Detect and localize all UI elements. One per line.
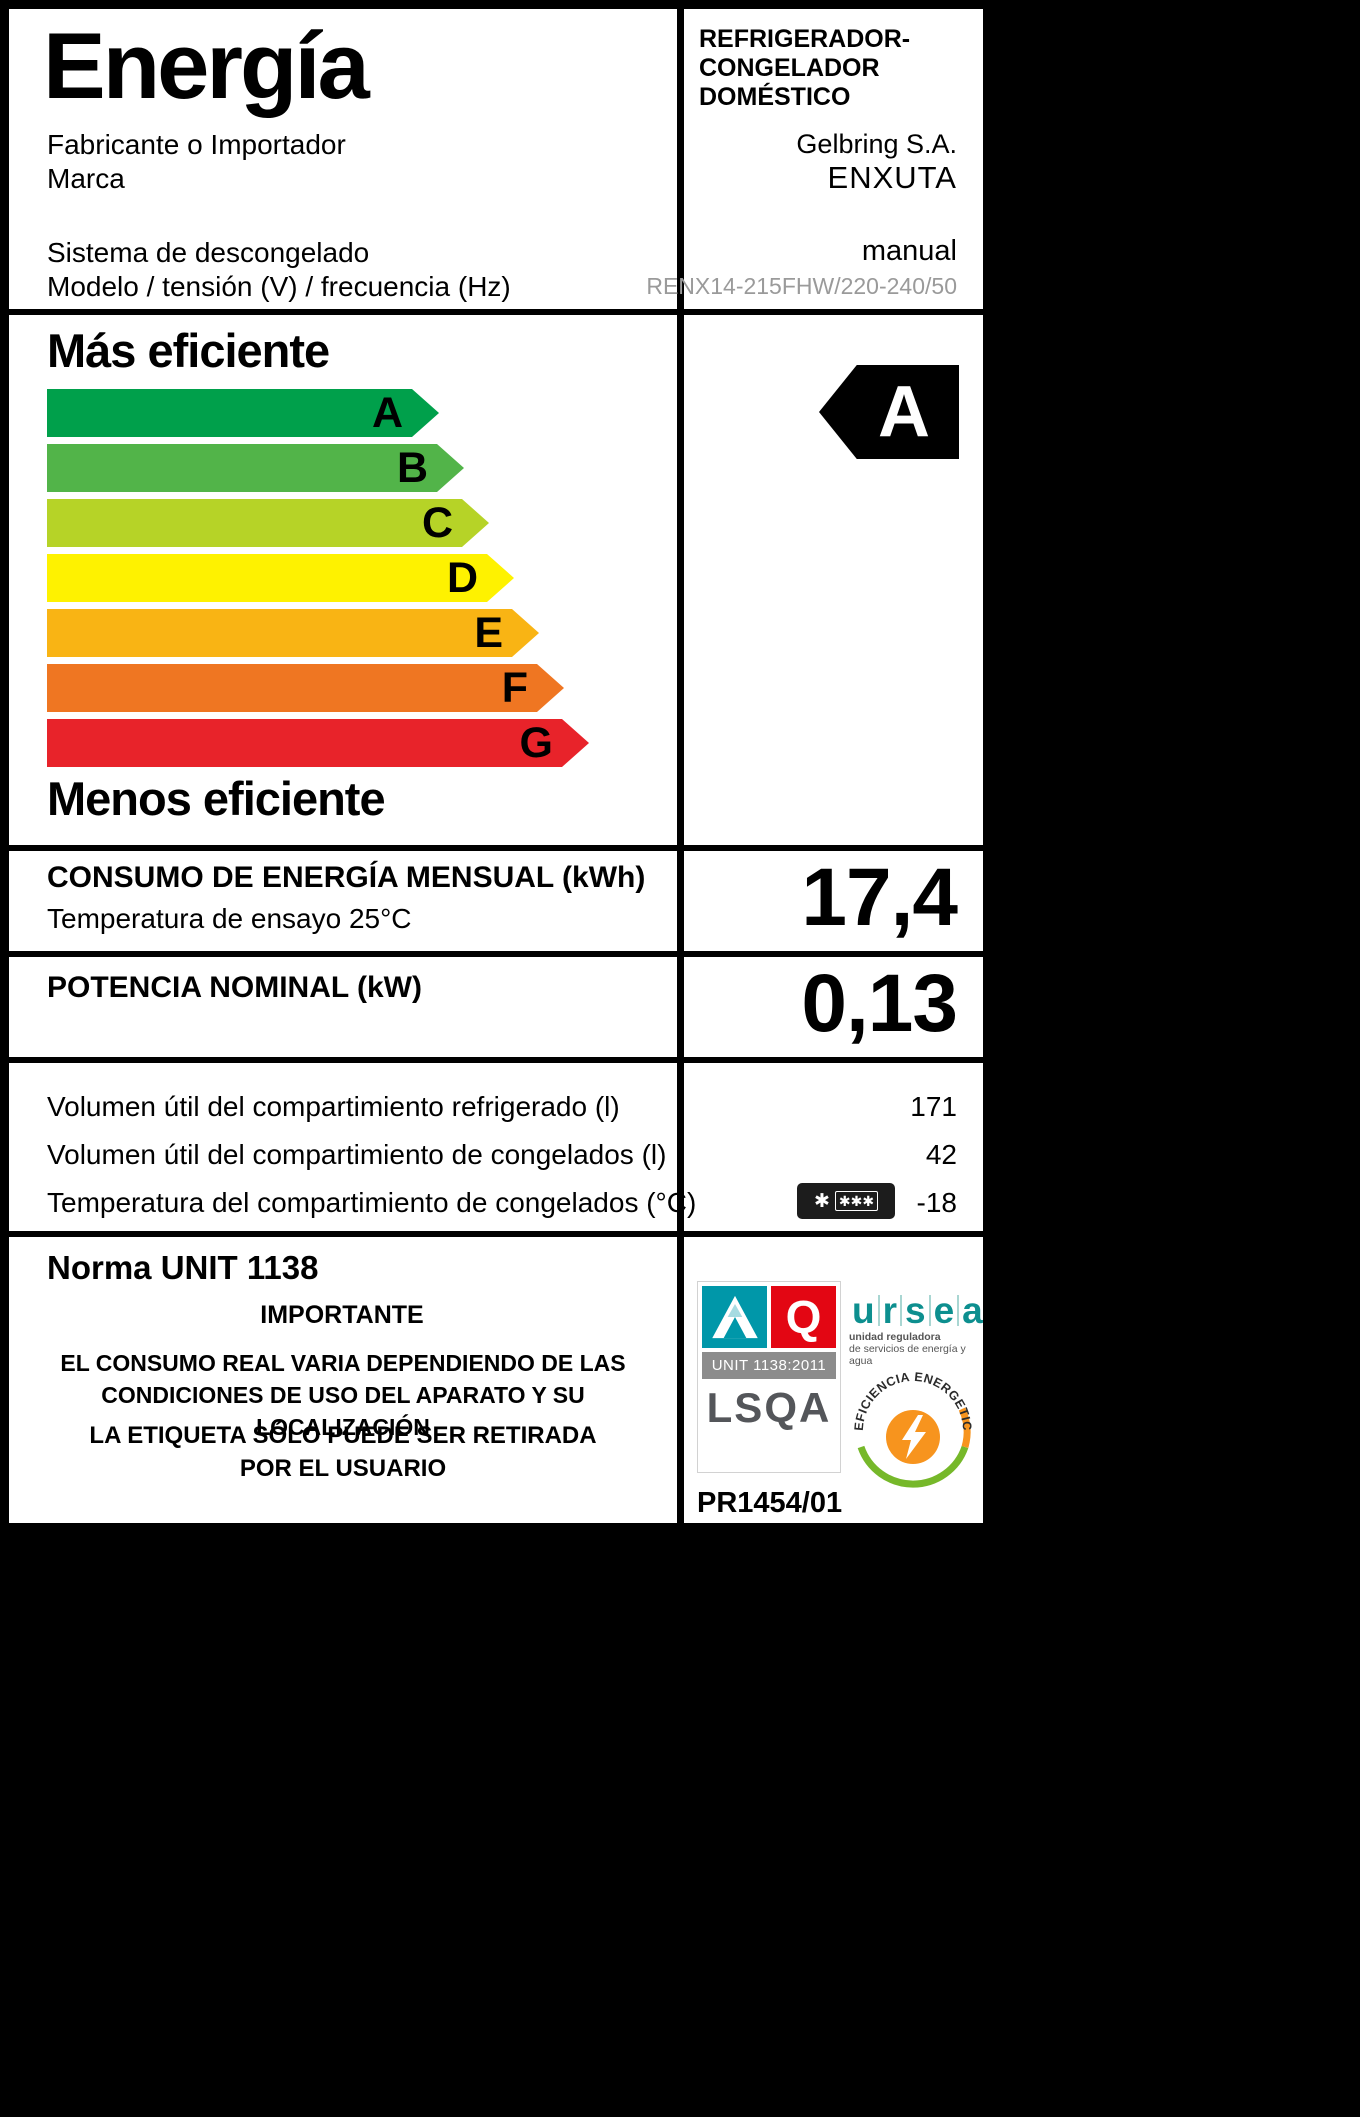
manufacturer-value: Gelbring S.A. [796,129,957,159]
rule-header [9,309,983,315]
grade-letter-B: B [396,443,428,492]
star-icon: ✱ [813,1190,830,1212]
label-removal-text: LA ETIQUETA SÓLO PUEDE SER RETIRADA POR … [17,1419,669,1485]
importante-title: IMPORTANTE [260,1301,424,1329]
rating-letter: A [878,372,930,452]
grade-letter-F: F [501,663,528,712]
product-type-line3: DOMÉSTICO [699,83,851,111]
lsqa-certification-logo: Q UNIT 1138:2011 LSQA [697,1281,841,1473]
pr-registration-number: PR1454/01 [697,1487,843,1519]
three-star-icon: ✱✱✱ [834,1191,879,1211]
rule-above-volumes [9,1057,983,1063]
triangle-glyph [711,1295,758,1339]
marca-label: Marca [47,163,125,194]
grade-letter-D: D [446,553,478,602]
grade-bar-F: F [47,664,564,712]
rule-above-footer [9,1231,983,1237]
removal-line2: POR EL USUARIO [239,1455,447,1482]
fridge-volume-value: 171 [910,1091,957,1122]
grade-letter-C: C [421,498,453,547]
freezer-star-rating-icon: ✱ ✱✱✱ [797,1183,895,1219]
removal-line1: LA ETIQUETA SÓLO PUEDE SER RETIRADA [89,1422,597,1449]
freezer-temp-label: Temperatura del compartimiento de congel… [47,1187,697,1218]
consumption-label: CONSUMO DE ENERGÍA MENSUAL (kWh) [47,861,646,894]
consumption-value: 17,4 [801,852,958,943]
defrost-system-value: manual [861,235,957,267]
fabricante-label: Fabricante o Importador [47,129,346,160]
rating-arrow-icon: A [819,365,959,459]
power-label: POTENCIA NOMINAL (kW) [47,971,422,1004]
grade-bar-G: G [47,719,589,767]
energy-label: Energía Fabricante o Importador Marca Si… [0,0,992,1532]
ursea-letter: r [880,1292,903,1329]
sistema-descongelado-label: Sistema de descongelado [47,237,370,268]
product-type: REFRIGERADOR- CONGELADOR DOMÉSTICO [699,25,910,112]
model-voltage-frequency-value: RENX14-215FHW/220-240/50 [646,273,957,299]
grade-letter-A: A [371,388,403,437]
badge-glyph: EFICIENCIA ENERGETICA [844,1354,975,1491]
grade-bar-A: A [47,389,439,437]
grade-bar-D: D [47,554,514,602]
grade-letter-E: E [474,608,503,657]
lsqa-unit-standard: UNIT 1138:2011 [702,1352,836,1379]
power-value: 0,13 [801,958,958,1049]
lsqa-squares: Q [702,1286,836,1348]
rule-above-consumption [9,845,983,851]
norma-unit-label: Norma UNIT 1138 [47,1249,319,1286]
warning-line2: CONDICIONES DE USO DEL APARATO Y SU LOCA… [101,1382,585,1440]
lightning-bolt-icon [902,1415,926,1459]
consumption-warning-text: EL CONSUMO REAL VARIA DEPENDIENDO DE LAS… [17,1347,669,1443]
consumption-sublabel: Temperatura de ensayo 25°C [47,903,412,934]
ursea-tagline-line2: de servicios de energía y agua [849,1343,966,1368]
warning-line1: EL CONSUMO REAL VARIA DEPENDIENDO DE LAS [60,1350,626,1376]
ursea-letter: e [931,1292,960,1329]
lsqa-triangle-icon [702,1286,767,1348]
fridge-volume-label: Volumen útil del compartimiento refriger… [47,1091,620,1122]
page-title: Energía [43,13,370,118]
modelo-tension-label: Modelo / tensión (V) / frecuencia (Hz) [47,271,511,302]
column-divider [677,9,684,1523]
product-type-line2: CONGELADOR [699,54,880,82]
ursea-tagline-line1: unidad reguladora [849,1331,941,1344]
product-type-line1: REFRIGERADOR- [699,25,911,53]
ursea-letter: s [902,1292,931,1329]
ursea-letter: a [962,1290,983,1331]
ursea-letter: u [849,1292,880,1329]
ursea-tagline: unidad reguladora de servicios de energí… [849,1331,979,1367]
lsqa-wordmark: LSQA [706,1384,832,1431]
less-efficient-label: Menos eficiente [47,772,386,825]
grade-letter-G: G [519,718,553,767]
grade-bar-B: B [47,444,464,492]
grade-bar-C: C [47,499,489,547]
freezer-temp-value: -18 [916,1187,957,1218]
rule-above-power [9,951,983,957]
energy-efficiency-badge-icon: EFICIENCIA ENERGETICA [844,1354,977,1493]
more-efficient-label: Más eficiente [47,324,330,377]
freezer-volume-value: 42 [925,1139,957,1170]
brand-value: ENXUTA [827,160,957,195]
grade-bar-E: E [47,609,539,657]
freezer-volume-label: Volumen útil del compartimiento de conge… [47,1139,667,1170]
lsqa-q-icon: Q [771,1286,836,1348]
